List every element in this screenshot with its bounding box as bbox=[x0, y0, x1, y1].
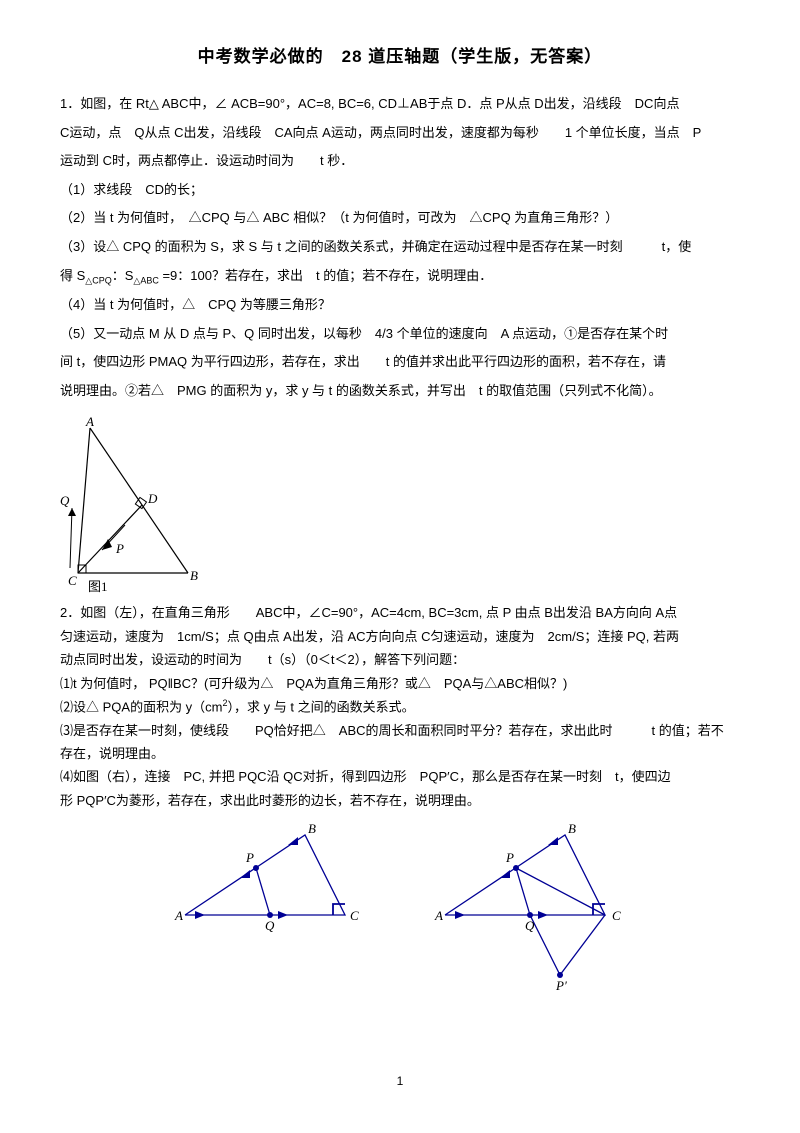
label-P3: P bbox=[505, 850, 514, 865]
problem-1-intro-2: C运动，点 Q从点 C出发，沿线段 CA向点 A运动，两点同时出发，速度都为每秒… bbox=[60, 119, 740, 148]
problem-1-q5b: 间 t，使四边形 PMAQ 为平行四边形，若存在，求出 t 的值并求出此平行四边… bbox=[60, 348, 740, 377]
label-Q2: Q bbox=[265, 918, 275, 933]
label-D: D bbox=[147, 491, 158, 506]
label-Pprime: P′ bbox=[555, 978, 567, 990]
label-B2: B bbox=[308, 821, 316, 836]
problem-2-q3b: 存在，说明理由。 bbox=[60, 742, 740, 765]
label-P: P bbox=[115, 541, 124, 556]
figure-2-right: A B C P Q P′ bbox=[430, 820, 630, 990]
page-title: 中考数学必做的 28 道压轴题（学生版，无答案） bbox=[60, 40, 740, 74]
label-A: A bbox=[85, 414, 94, 429]
label-C2: C bbox=[350, 908, 359, 923]
problem-2-intro-2: 匀速运动，速度为 1cm/S；点 Q由点 A出发，沿 AC方向向点 C匀速运动，… bbox=[60, 625, 740, 648]
problem-1-q3b: 得 S△CPQ：S△ABC =9：100？若存在，求出 t 的值；若不存在，说明… bbox=[60, 262, 740, 291]
label-A2: A bbox=[174, 908, 183, 923]
label-Q3: Q bbox=[525, 918, 535, 933]
problem-2-intro-1: 2．如图（左），在直角三角形 ABC中，∠C=90°，AC=4cm, BC=3c… bbox=[60, 601, 740, 624]
figure-2-left: A B C P Q bbox=[170, 820, 370, 940]
page-number: 1 bbox=[0, 1069, 800, 1093]
problem-2-q2: ⑵设△ PQA的面积为 y（cm2），求 y 与 t 之间的函数关系式。 bbox=[60, 695, 740, 719]
problem-2-q1: ⑴t 为何值时， PQ‖BC？(可升级为△ PQA为直角三角形？或△ PQA与△… bbox=[60, 672, 740, 695]
label-B: B bbox=[190, 568, 198, 583]
figure-2-row: A B C P Q A B C P Q P′ bbox=[60, 820, 740, 990]
problem-1-q1: （1）求线段 CD的长； bbox=[60, 176, 740, 205]
problem-2-q4a: ⑷如图（右），连接 PC, 并把 PQC沿 QC对折，得到四边形 PQP′C，那… bbox=[60, 765, 740, 788]
problem-2-intro-3: 动点同时出发，设运动的时间为 t（s）（0＜t＜2），解答下列问题： bbox=[60, 648, 740, 671]
label-P2: P bbox=[245, 850, 254, 865]
problem-1-intro-3: 运动到 C时，两点都停止．设运动时间为 t 秒． bbox=[60, 147, 740, 176]
label-Q: Q bbox=[60, 493, 70, 508]
problem-1-q2: （2）当 t 为何值时， △CPQ 与△ ABC 相似？（t 为何值时，可改为 … bbox=[60, 204, 740, 233]
problem-2-q4b: 形 PQP′C为菱形，若存在，求出此时菱形的边长，若不存在，说明理由。 bbox=[60, 789, 740, 812]
figure-1-caption: 图1 bbox=[88, 579, 108, 593]
label-B3: B bbox=[568, 821, 576, 836]
problem-1-q4: （4）当 t 为何值时，△ CPQ 为等腰三角形？ bbox=[60, 291, 740, 320]
label-C3: C bbox=[612, 908, 621, 923]
problem-2-q3a: ⑶是否存在某一时刻，使线段 PQ恰好把△ ABC的周长和面积同时平分？若存在，求… bbox=[60, 719, 740, 742]
problem-1-q3a: （3）设△ CPQ 的面积为 S，求 S 与 t 之间的函数关系式，并确定在运动… bbox=[60, 233, 740, 262]
problem-1-q5a: （5）又一动点 M 从 D 点与 P、Q 同时出发，以每秒 4/3 个单位的速度… bbox=[60, 320, 740, 349]
problem-1-intro-1: 1．如图，在 Rt△ ABC中，∠ ACB=90°，AC=8, BC=6, CD… bbox=[60, 90, 740, 119]
label-C: C bbox=[68, 573, 77, 588]
figure-1: A B C D P Q 图1 bbox=[60, 413, 740, 593]
problem-1-q5c: 说明理由。②若△ PMG 的面积为 y，求 y 与 t 的函数关系式，并写出 t… bbox=[60, 377, 740, 406]
label-A3: A bbox=[434, 908, 443, 923]
